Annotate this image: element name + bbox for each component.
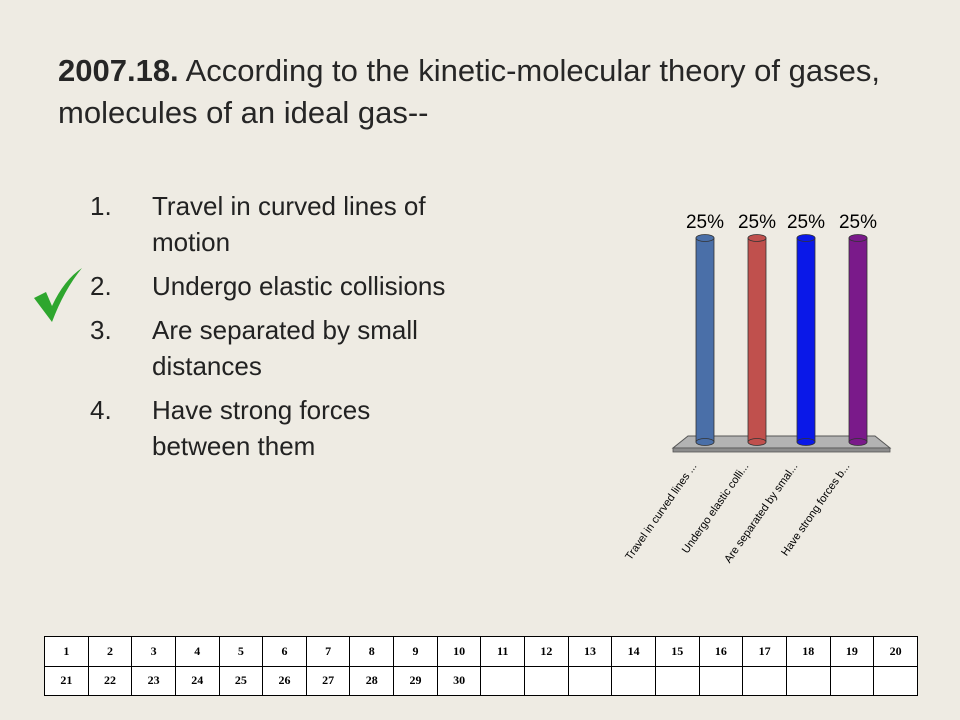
- answer-option-1[interactable]: 1. Travel in curved lines of motion: [90, 188, 470, 260]
- response-grid-cell: [524, 665, 569, 696]
- response-grid-cell: 20: [873, 636, 918, 667]
- chart-bar-top: [848, 234, 868, 242]
- chart-bar-bottom: [747, 438, 767, 446]
- response-grid-cell: 21: [44, 665, 89, 696]
- answer-list: 1. Travel in curved lines of motion 2. U…: [90, 188, 470, 472]
- response-grid-cell: 22: [87, 665, 133, 696]
- response-grid-cell: 30: [436, 665, 482, 696]
- chart-data-label: 25%: [839, 212, 877, 233]
- chart-data-label: 25%: [787, 212, 825, 233]
- response-grid-cell: 25: [218, 665, 264, 696]
- answer-number: 1.: [90, 191, 112, 221]
- chart-bar: [796, 237, 816, 443]
- chart-bar: [848, 237, 868, 443]
- response-grid-cell: 6: [262, 636, 307, 667]
- chart-data-label: 25%: [686, 212, 724, 233]
- response-grid-cell: 24: [174, 665, 220, 696]
- question-number: 2007.18.: [58, 53, 179, 88]
- response-grid-cell: [742, 665, 787, 696]
- response-grid-cell: 14: [611, 636, 656, 667]
- response-grid-cell: [698, 665, 744, 696]
- chart-bar-top: [796, 234, 816, 242]
- response-grid-cell: 28: [349, 665, 395, 696]
- answer-number: 4.: [90, 395, 112, 425]
- answer-text: Travel in curved lines of motion: [152, 191, 426, 257]
- response-grid-cell: 26: [262, 665, 307, 696]
- chart-bar-bottom: [695, 438, 715, 446]
- response-grid-cell: 7: [305, 636, 351, 667]
- answer-option-4[interactable]: 4. Have strong forces between them: [90, 392, 470, 464]
- response-grid-cell: 10: [436, 636, 482, 667]
- response-grid-cell: 18: [785, 636, 831, 667]
- response-bar-chart: 25%Travel in curved lines ...25%Undergo …: [623, 212, 892, 565]
- response-grid-row: 21 22 23 24 25 26 27 28 29 30: [44, 665, 918, 696]
- question-title: 2007.18. According to the kinetic-molecu…: [58, 50, 918, 134]
- response-grid-cell: 1: [44, 636, 89, 667]
- answer-option-3[interactable]: 3. Are separated by small distances: [90, 312, 470, 384]
- checkmark-icon: [34, 268, 82, 322]
- response-grid-cell: 15: [654, 636, 700, 667]
- response-grid-cell: 12: [524, 636, 569, 667]
- chart-bar-top: [747, 234, 767, 242]
- response-grid-cell: [873, 665, 918, 696]
- response-grid-cell: 3: [131, 636, 176, 667]
- response-grid-cell: [785, 665, 831, 696]
- response-grid-cell: 4: [174, 636, 220, 667]
- response-grid-cell: 2: [87, 636, 133, 667]
- response-grid-cell: [567, 665, 613, 696]
- response-grid-cell: 17: [742, 636, 787, 667]
- response-grid: 1 2 3 4 5 6 7 8 9 10 11 12 13 14 15 16 17 18 19 20 21 22 23 24…: [44, 636, 918, 696]
- response-grid-cell: [480, 665, 526, 696]
- answer-text: Undergo elastic collisions: [152, 271, 446, 301]
- response-grid-cell: [829, 665, 875, 696]
- answer-number: 3.: [90, 315, 112, 345]
- response-grid-cell: 19: [829, 636, 875, 667]
- chart-bar: [747, 237, 767, 443]
- question-text: According to the kinetic-molecular theor…: [58, 53, 880, 130]
- response-grid-cell: 9: [393, 636, 438, 667]
- chart-floor-edge: [672, 447, 891, 453]
- response-grid-cell: 23: [131, 665, 176, 696]
- response-grid-cell: 5: [218, 636, 264, 667]
- checkmark-path: [34, 268, 82, 322]
- answer-text: Are separated by small distances: [152, 315, 418, 381]
- response-grid-cell: 27: [305, 665, 351, 696]
- response-grid-cell: 13: [567, 636, 613, 667]
- response-grid-cell: [654, 665, 700, 696]
- response-grid-cell: 8: [349, 636, 395, 667]
- response-grid-cell: 11: [480, 636, 526, 667]
- chart-bar-bottom: [796, 438, 816, 446]
- chart-bar-bottom: [848, 438, 868, 446]
- answer-number: 2.: [90, 271, 112, 301]
- response-grid-cell: 16: [698, 636, 744, 667]
- response-grid-cell: 29: [393, 665, 438, 696]
- answer-text: Have strong forces between them: [152, 395, 371, 461]
- chart-bar: [695, 237, 715, 443]
- response-grid-row: 1 2 3 4 5 6 7 8 9 10 11 12 13 14 15 16 17 18 19 20: [44, 636, 918, 667]
- chart-data-label: 25%: [738, 212, 776, 233]
- chart-bar-top: [695, 234, 715, 242]
- response-grid-cell: [611, 665, 656, 696]
- answer-option-2[interactable]: 2. Undergo elastic collisions: [90, 268, 470, 304]
